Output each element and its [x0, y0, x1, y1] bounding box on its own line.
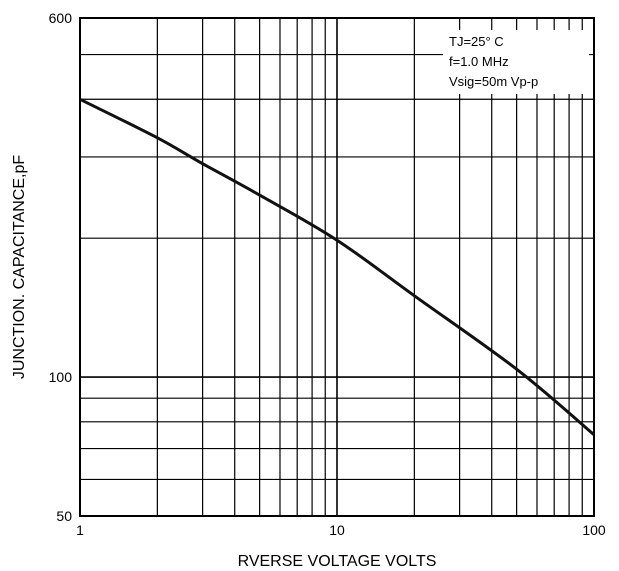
x-axis-title: RVERSE VOLTAGE VOLTS [238, 553, 437, 570]
annotation-line-1: TJ=25° C [449, 34, 504, 49]
y-tick-label: 50 [56, 508, 72, 524]
annotation-line-3: Vsig=50m Vp-p [449, 74, 538, 89]
plot-frame [79, 17, 595, 517]
y-axis-title: JUNCTION. CAPACITANCE,pF [11, 155, 28, 380]
x-tick-label: 10 [329, 522, 345, 538]
conditions-annotation: TJ=25° C f=1.0 MHz Vsig=50m Vp-p [443, 30, 589, 94]
x-tick-labels: 1 10 100 [76, 522, 606, 538]
x-tick-label: 100 [582, 522, 606, 538]
annotation-background [443, 30, 589, 94]
capacitance-curve [79, 97, 595, 436]
y-tick-label: 100 [49, 369, 73, 385]
y-tick-labels: 600 100 50 [49, 10, 73, 524]
annotation-line-2: f=1.0 MHz [449, 54, 509, 69]
y-tick-label: 600 [49, 10, 73, 26]
x-tick-label: 1 [76, 522, 84, 538]
